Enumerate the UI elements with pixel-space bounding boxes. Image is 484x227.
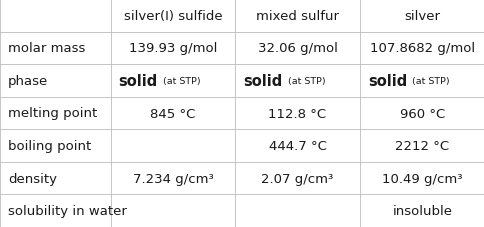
Text: 960 °C: 960 °C [399,107,444,120]
Text: insoluble: insoluble [392,204,452,217]
Text: molar mass: molar mass [8,42,85,55]
Text: solid: solid [243,74,282,89]
Text: phase: phase [8,75,48,88]
Text: 107.8682 g/mol: 107.8682 g/mol [369,42,474,55]
Text: 7.234 g/cm³: 7.234 g/cm³ [132,172,213,185]
Text: solubility in water: solubility in water [8,204,127,217]
Text: density: density [8,172,57,185]
Text: mixed sulfur: mixed sulfur [256,10,338,23]
Text: boiling point: boiling point [8,139,91,152]
Text: silver: silver [404,10,439,23]
Text: 32.06 g/mol: 32.06 g/mol [257,42,337,55]
Text: 444.7 °C: 444.7 °C [268,139,326,152]
Text: solid: solid [119,74,158,89]
Text: 2212 °C: 2212 °C [394,139,449,152]
Text: solid: solid [367,74,407,89]
Text: 2.07 g/cm³: 2.07 g/cm³ [261,172,333,185]
Text: (at STP): (at STP) [160,77,200,86]
Text: (at STP): (at STP) [408,77,449,86]
Text: 112.8 °C: 112.8 °C [268,107,326,120]
Text: 139.93 g/mol: 139.93 g/mol [128,42,217,55]
Text: 845 °C: 845 °C [150,107,195,120]
Text: 10.49 g/cm³: 10.49 g/cm³ [381,172,462,185]
Text: (at STP): (at STP) [284,77,324,86]
Text: silver(I) sulfide: silver(I) sulfide [123,10,222,23]
Text: melting point: melting point [8,107,97,120]
